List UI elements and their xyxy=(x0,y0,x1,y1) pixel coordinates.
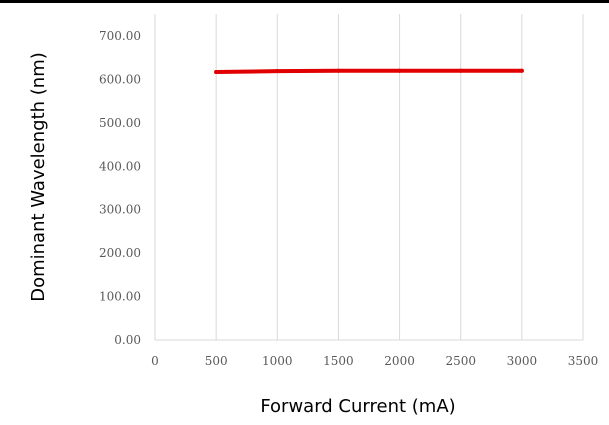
top-border xyxy=(0,0,609,3)
x-tick-label: 1000 xyxy=(262,354,293,368)
x-tick-label: 3500 xyxy=(568,354,599,368)
series-line xyxy=(214,68,524,75)
y-tick-label: 300.00 xyxy=(99,203,141,217)
x-tick-label: 3000 xyxy=(507,354,538,368)
data-point xyxy=(336,68,341,73)
series-group xyxy=(214,68,524,75)
grid-lines xyxy=(154,14,584,341)
x-tick-label: 2000 xyxy=(384,354,415,368)
y-tick-label: 700.00 xyxy=(99,29,141,43)
x-tick-label: 500 xyxy=(205,354,228,368)
data-point xyxy=(458,68,463,73)
y-tick-label: 0.00 xyxy=(114,333,141,347)
y-tick-label: 600.00 xyxy=(99,72,141,86)
data-point xyxy=(519,68,524,73)
x-tick-label: 2500 xyxy=(445,354,476,368)
y-axis-ticks: 0.00 100.00 200.00 300.00 400.00 500.00 600.00… xyxy=(99,29,141,347)
data-point xyxy=(275,69,280,74)
y-tick-label: 500.00 xyxy=(99,116,141,130)
data-point xyxy=(397,68,402,73)
y-tick-label: 200.00 xyxy=(99,246,141,260)
y-tick-label: 100.00 xyxy=(99,290,141,304)
x-tick-label: 0 xyxy=(151,354,159,368)
x-axis-ticks: 0 500 1000 1500 2000 2500 3000 3500 xyxy=(151,354,598,368)
data-point xyxy=(214,70,219,75)
x-tick-label: 1500 xyxy=(323,354,354,368)
x-axis-title: Forward Current (mA) xyxy=(260,396,455,417)
y-tick-label: 400.00 xyxy=(99,159,141,173)
y-axis-title: Dominant Wavelength (nm) xyxy=(28,52,49,302)
